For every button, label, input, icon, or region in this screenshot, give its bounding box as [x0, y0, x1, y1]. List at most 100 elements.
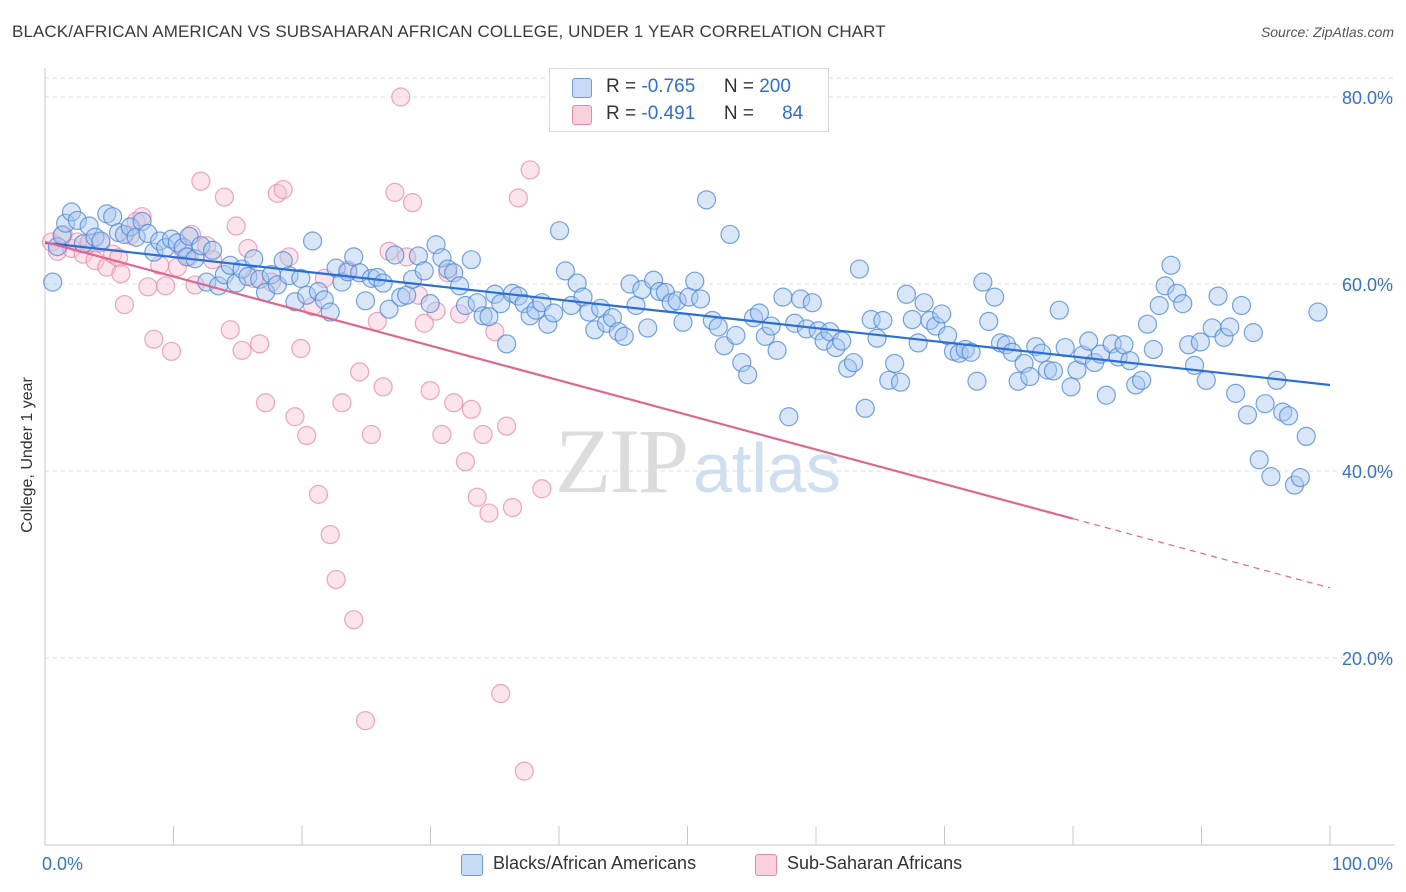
scatter-point[interactable]: [420, 294, 440, 314]
scatter-point[interactable]: [785, 313, 805, 333]
scatter-point[interactable]: [738, 365, 758, 385]
scatter-point[interactable]: [732, 352, 752, 373]
scatter-point[interactable]: [397, 285, 417, 305]
scatter-point[interactable]: [879, 370, 899, 390]
scatter-point[interactable]: [297, 425, 317, 446]
scatter-point[interactable]: [114, 294, 135, 315]
scatter-point[interactable]: [708, 317, 728, 337]
scatter-point[interactable]: [532, 479, 552, 499]
scatter-point[interactable]: [1120, 351, 1140, 371]
scatter-point[interactable]: [755, 326, 775, 346]
scatter-point[interactable]: [885, 353, 905, 374]
scatter-point[interactable]: [103, 207, 123, 227]
scatter-point[interactable]: [544, 303, 564, 323]
scatter-point[interactable]: [432, 424, 452, 445]
scatter-point[interactable]: [285, 407, 305, 427]
scatter-point[interactable]: [873, 310, 893, 331]
scatter-point[interactable]: [914, 293, 934, 313]
scatter-point[interactable]: [638, 318, 658, 338]
scatter-point[interactable]: [867, 328, 887, 348]
scatter-point[interactable]: [191, 171, 211, 191]
scatter-point[interactable]: [1149, 295, 1169, 316]
scatter-point[interactable]: [291, 268, 311, 288]
scatter-point[interactable]: [1208, 286, 1228, 306]
scatter-point[interactable]: [373, 377, 393, 397]
scatter-point[interactable]: [626, 295, 646, 316]
scatter-point[interactable]: [455, 452, 476, 472]
scatter-point[interactable]: [326, 569, 346, 590]
scatter-point[interactable]: [644, 270, 664, 290]
scatter-point[interactable]: [1132, 370, 1152, 390]
scatter-point[interactable]: [1096, 385, 1116, 405]
scatter-point[interactable]: [849, 259, 869, 279]
scatter-point[interactable]: [273, 179, 293, 200]
scatter-point[interactable]: [67, 210, 87, 231]
scatter-point[interactable]: [1067, 360, 1087, 380]
scatter-point[interactable]: [367, 267, 387, 288]
scatter-point[interactable]: [138, 223, 158, 244]
scatter-point[interactable]: [420, 380, 440, 401]
scatter-point[interactable]: [667, 291, 687, 311]
scatter-point[interactable]: [414, 313, 434, 333]
scatter-point[interactable]: [332, 393, 352, 413]
scatter-point[interactable]: [932, 304, 952, 324]
scatter-point[interactable]: [132, 211, 152, 231]
scatter-point[interactable]: [344, 610, 364, 630]
scatter-point[interactable]: [843, 352, 864, 373]
scatter-point[interactable]: [985, 287, 1005, 307]
scatter-point[interactable]: [432, 248, 452, 268]
scatter-point[interactable]: [1155, 276, 1175, 296]
scatter-point[interactable]: [402, 193, 423, 213]
scatter-point[interactable]: [802, 293, 822, 313]
scatter-point[interactable]: [220, 320, 240, 340]
scatter-point[interactable]: [373, 273, 393, 293]
scatter-point[interactable]: [832, 331, 852, 351]
scatter-point[interactable]: [1237, 405, 1258, 425]
scatter-point[interactable]: [438, 259, 458, 279]
scatter-point[interactable]: [455, 295, 476, 316]
scatter-point[interactable]: [1061, 377, 1081, 397]
scatter-point[interactable]: [967, 371, 987, 391]
scatter-point[interactable]: [85, 227, 105, 247]
scatter-point[interactable]: [902, 309, 922, 330]
scatter-point[interactable]: [385, 245, 405, 265]
scatter-point[interactable]: [479, 503, 499, 523]
scatter-point[interactable]: [920, 310, 940, 331]
scatter-point[interactable]: [1179, 335, 1199, 355]
scatter-point[interactable]: [1114, 335, 1134, 355]
scatter-point[interactable]: [320, 524, 340, 545]
scatter-point[interactable]: [773, 287, 793, 307]
scatter-point[interactable]: [1196, 370, 1216, 390]
scatter-point[interactable]: [355, 711, 376, 731]
scatter-point[interactable]: [56, 213, 76, 233]
scatter-point[interactable]: [855, 398, 875, 418]
scatter-point[interactable]: [120, 217, 140, 237]
scatter-point[interactable]: [520, 306, 540, 326]
scatter-point[interactable]: [1190, 332, 1211, 352]
scatter-point[interactable]: [549, 221, 570, 241]
scatter-point[interactable]: [155, 276, 176, 296]
scatter-point[interactable]: [161, 341, 182, 361]
scatter-point[interactable]: [144, 329, 164, 349]
scatter-point[interactable]: [1226, 383, 1246, 403]
scatter-point[interactable]: [691, 289, 711, 309]
scatter-point[interactable]: [1279, 406, 1299, 426]
scatter-point[interactable]: [1231, 295, 1252, 316]
scatter-point[interactable]: [961, 342, 981, 362]
scatter-point[interactable]: [379, 299, 399, 319]
scatter-point[interactable]: [326, 258, 346, 278]
scatter-point[interactable]: [1049, 300, 1069, 320]
scatter-point[interactable]: [226, 216, 246, 236]
scatter-point[interactable]: [520, 160, 540, 180]
scatter-point[interactable]: [1214, 327, 1234, 347]
scatter-point[interactable]: [250, 334, 270, 354]
scatter-point[interactable]: [1143, 339, 1163, 360]
scatter-point[interactable]: [1220, 317, 1240, 337]
scatter-point[interactable]: [1079, 331, 1099, 351]
scatter-point[interactable]: [585, 320, 605, 340]
scatter-point[interactable]: [491, 683, 511, 704]
scatter-point[interactable]: [350, 362, 370, 382]
scatter-point[interactable]: [302, 296, 323, 317]
scatter-point[interactable]: [1055, 337, 1075, 358]
scatter-point[interactable]: [726, 325, 746, 346]
